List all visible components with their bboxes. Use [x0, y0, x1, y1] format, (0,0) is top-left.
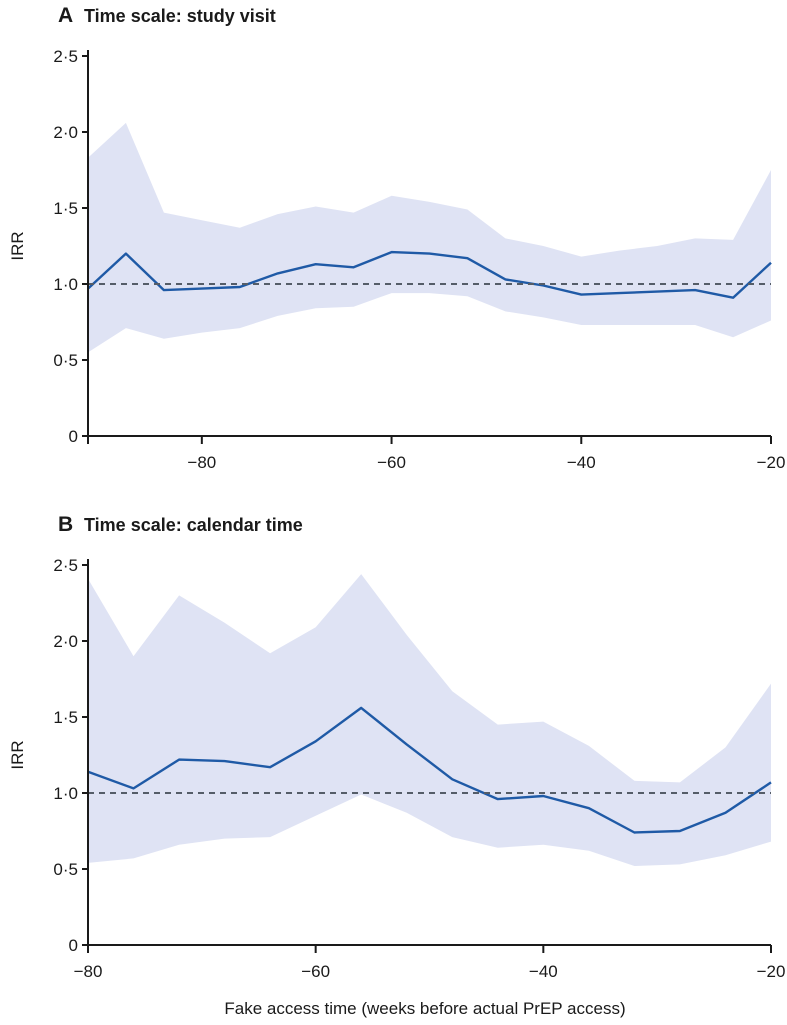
panel-a-ci-band	[88, 122, 771, 353]
panel-b-y-tick-label: 2·5	[53, 556, 78, 575]
panel-a-x-ticks: −80 −60 −40 −20	[87, 436, 786, 472]
panel-a-irr-line	[87, 250, 772, 299]
panel-b-x-tick-label: −80	[74, 962, 103, 981]
panel-b-y-ticks: 0 0·5 1·0 1·5 2·0 2·5	[53, 556, 88, 955]
panel-b-title: Time scale: calendar time	[84, 515, 303, 535]
panel-a-y-tick-label: 1·5	[53, 199, 78, 218]
panel-a-x-tick-label: −40	[567, 453, 596, 472]
panel-b-x-tick-label: −60	[301, 962, 330, 981]
panel-b-y-tick-label: 0·5	[53, 860, 78, 879]
panel-a-letter: A	[58, 4, 73, 27]
panel-a-y-ticks: 0 0·5 1·0 1·5 2·0 2·5	[53, 47, 88, 446]
panel-b-ci-band	[88, 574, 771, 866]
panel-a-y-tick-label: 2·0	[53, 123, 78, 142]
panel-a-y-tick-label: 2·5	[53, 47, 78, 66]
panel-b-irr-line	[87, 706, 772, 834]
panel-b-xlabel: Fake access time (weeks before actual Pr…	[224, 999, 625, 1018]
panel-b-x-ticks: −80 −60 −40 −20	[74, 945, 786, 981]
panel-b-y-tick-label: 1·5	[53, 708, 78, 727]
panel-b: B Time scale: calendar time IRR 0 0·5 1·0 1…	[8, 513, 785, 1018]
panel-b-y-tick-label: 0	[69, 936, 78, 955]
panel-b-x-tick-label: −20	[757, 962, 786, 981]
panel-a-x-tick-label: −60	[377, 453, 406, 472]
panel-a-ylabel: IRR	[8, 231, 27, 260]
panel-a-plot	[87, 122, 772, 353]
panel-b-y-tick-label: 1·0	[53, 784, 78, 803]
panel-a: A Time scale: study visit IRR 0 0·5 1·0 1·5…	[8, 4, 785, 472]
panel-b-ylabel: IRR	[8, 740, 27, 769]
panel-a-x-tick-label: −20	[757, 453, 786, 472]
panel-a-y-tick-label: 0·5	[53, 351, 78, 370]
panel-b-plot	[87, 574, 772, 866]
panel-a-x-tick-label: −80	[187, 453, 216, 472]
panel-a-y-tick-label: 0	[69, 427, 78, 446]
panel-a-y-tick-label: 1·0	[53, 275, 78, 294]
panel-b-y-tick-label: 2·0	[53, 632, 78, 651]
panel-a-title: Time scale: study visit	[84, 6, 276, 26]
panel-b-letter: B	[58, 513, 73, 536]
panel-b-x-tick-label: −40	[529, 962, 558, 981]
